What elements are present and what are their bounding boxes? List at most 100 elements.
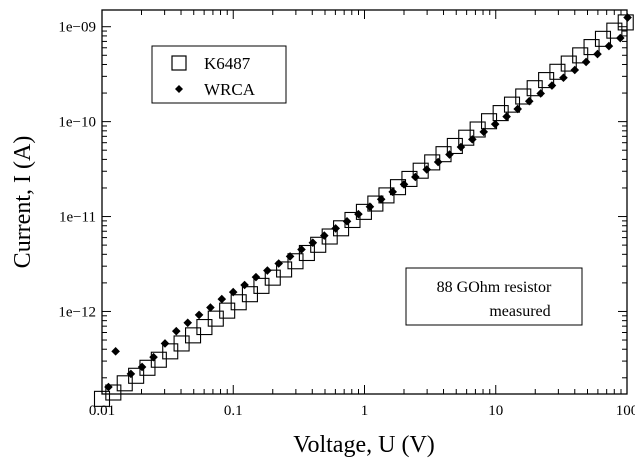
wrca-point — [342, 217, 352, 226]
axis-ticks — [101, 10, 628, 394]
k6487-point — [515, 88, 532, 105]
wrca-point — [570, 65, 580, 75]
wrca-point — [137, 362, 147, 372]
x-tick-labels: 0.01 0.1 1 10 100 — [89, 403, 635, 419]
wrca-point — [274, 259, 284, 268]
k6487-point — [492, 105, 509, 122]
y-tick-label: 1e−10 — [58, 115, 96, 131]
x-tick-label: 0.1 — [224, 403, 243, 419]
legend-marker-k6487 — [171, 55, 187, 71]
k6487-point — [219, 302, 236, 319]
k6487-point — [617, 14, 634, 31]
wrca-point — [524, 96, 534, 106]
wrca-point — [331, 224, 340, 233]
wrca-point — [581, 57, 591, 67]
y-tick-label: 1e−12 — [58, 304, 96, 320]
wrca-point — [228, 287, 238, 297]
wrca-point — [593, 49, 602, 59]
wrca-point — [111, 347, 120, 356]
k6487-point — [287, 253, 304, 270]
wrca-point — [126, 369, 136, 379]
k6487-point — [185, 327, 202, 344]
x-tick-label: 1 — [361, 403, 369, 419]
wrca-point — [263, 266, 272, 275]
wrca-point — [365, 202, 375, 211]
k6487-point — [276, 261, 293, 278]
annotation-box — [405, 267, 583, 326]
wrca-point — [536, 89, 545, 98]
wrca-point — [320, 231, 329, 240]
wrca-point — [285, 252, 295, 261]
legend: K6487 WRCA — [151, 45, 287, 104]
wrca-point — [468, 135, 477, 144]
wrca-point — [456, 142, 466, 152]
wrca-point — [376, 194, 386, 204]
wrca-point — [160, 339, 170, 348]
k6487-point — [230, 294, 247, 311]
annotation-line-2: measured — [489, 303, 550, 320]
wrca-point — [502, 112, 511, 121]
k6487-point — [572, 47, 589, 64]
k6487-point — [606, 22, 623, 39]
x-tick-label: 0.01 — [89, 403, 115, 419]
k6487-point — [173, 335, 190, 352]
wrca-point — [217, 294, 227, 304]
wrca-point — [559, 73, 568, 83]
x-tick-label: 10 — [488, 403, 503, 419]
wrca-point — [206, 303, 215, 312]
k6487-point — [594, 30, 612, 47]
wrca-point — [183, 318, 193, 328]
wrca-point — [547, 81, 557, 90]
wrca-point — [479, 127, 489, 137]
y-tick-labels: 1e−12 1e−11 1e−10 1e−09 — [58, 20, 96, 321]
wrca-point — [194, 310, 204, 320]
wrca-point — [490, 119, 500, 129]
k6487-point — [526, 80, 543, 97]
k6487-point — [150, 351, 167, 368]
k6487-point — [583, 39, 600, 56]
legend-label-wrca: WRCA — [204, 80, 256, 99]
k6487-point — [480, 113, 498, 130]
wrca-point — [513, 104, 523, 114]
wrca-point — [149, 352, 158, 362]
k6487-point — [538, 72, 555, 89]
wrca-point — [240, 280, 249, 290]
legend-label-k6487: K6487 — [204, 54, 251, 73]
k6487-point — [105, 384, 122, 401]
wrca-point — [433, 157, 443, 167]
wrca-point — [388, 187, 397, 197]
k6487-point — [503, 96, 521, 113]
wrca-point — [411, 172, 420, 182]
wrca-point — [422, 165, 432, 174]
k6487-point — [264, 269, 281, 286]
y-axis-title: Current, I (A) — [10, 136, 36, 269]
k6487-point — [298, 244, 315, 262]
annotation-line-1: 88 GOhm resistor — [437, 279, 552, 296]
y-tick-label: 1e−11 — [59, 210, 96, 226]
wrca-point — [297, 245, 306, 254]
wrca-point — [308, 238, 318, 248]
wrca-point — [171, 326, 181, 336]
wrca-point — [445, 150, 454, 159]
k6487-point — [378, 187, 395, 204]
k6487-point — [241, 286, 258, 303]
k6487-point — [367, 195, 384, 212]
wrca-point — [623, 13, 632, 22]
legend-marker-wrca — [175, 85, 183, 93]
series-k6487 — [93, 14, 634, 407]
k6487-point — [253, 277, 270, 294]
wrca-point — [251, 272, 261, 282]
x-axis-title: Voltage, U (V) — [293, 432, 435, 458]
series-wrca — [104, 13, 632, 392]
y-tick-label: 1e−09 — [58, 20, 96, 36]
wrca-point — [354, 209, 363, 219]
k6487-point — [549, 63, 566, 80]
wrca-point — [604, 41, 614, 51]
k6487-point — [93, 390, 111, 407]
wrca-point — [104, 382, 113, 392]
x-tick-label: 100 — [616, 403, 635, 419]
annotation: 88 GOhm resistor measured — [405, 267, 583, 326]
wrca-point — [399, 180, 409, 189]
k6487-point — [560, 55, 577, 72]
